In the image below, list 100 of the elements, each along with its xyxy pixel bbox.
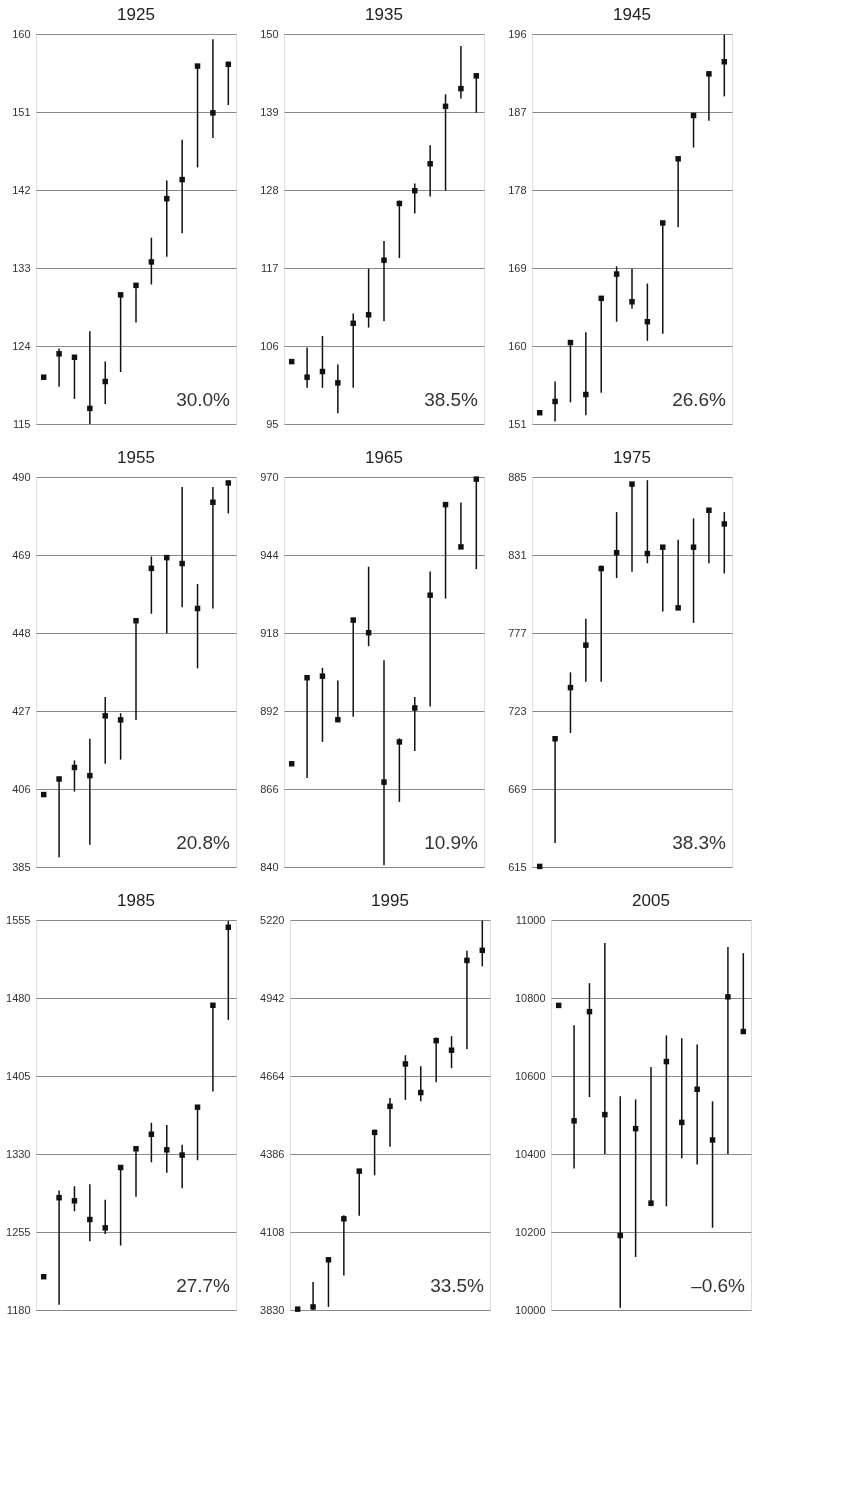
annotation: 33.5% [430, 1275, 485, 1296]
annotation: 38.3% [672, 832, 727, 853]
y-tick-label: 106 [260, 339, 279, 352]
y-tick-label: 160 [12, 27, 31, 40]
point [598, 295, 604, 302]
y-tick-label: 187 [508, 105, 527, 118]
point [288, 761, 295, 767]
y-tick-label: 4386 [260, 1147, 285, 1160]
y-tick-label: 448 [12, 626, 31, 639]
chart-title: 1925 [117, 5, 155, 24]
y-tick-label: 128 [260, 183, 279, 196]
chart-title: 1995 [371, 891, 409, 910]
point [179, 176, 185, 183]
y-tick-label: 5220 [260, 913, 285, 926]
y-tick-label: 10400 [514, 1147, 546, 1160]
point [179, 1152, 185, 1158]
point [319, 673, 326, 679]
point [448, 1047, 455, 1053]
y-tick-label: 4664 [260, 1069, 285, 1082]
y-tick-label: 1330 [6, 1147, 31, 1160]
point [164, 1147, 170, 1153]
y-tick-label: 918 [260, 626, 279, 639]
chart-title: 1965 [365, 448, 403, 467]
point [87, 405, 93, 412]
point [102, 378, 108, 385]
annotation: 26.6% [672, 389, 727, 410]
point [427, 161, 433, 167]
point [660, 544, 666, 550]
y-tick-label: 892 [260, 704, 279, 717]
annotation: 30.0% [176, 389, 231, 410]
point [210, 110, 216, 116]
point [87, 1216, 93, 1223]
y-tick-label: 1555 [6, 913, 31, 926]
annotation: 20.8% [176, 832, 231, 853]
point [709, 1137, 716, 1143]
chart-title: 1945 [613, 5, 651, 24]
y-tick-label: 866 [260, 782, 279, 795]
y-tick-label: 95 [266, 417, 279, 430]
point [381, 779, 387, 785]
point [706, 71, 712, 77]
point [552, 735, 558, 742]
point [629, 299, 635, 305]
y-tick-label: 160 [508, 339, 527, 352]
point [679, 1119, 685, 1126]
y-tick-label: 490 [12, 470, 31, 483]
point [179, 560, 185, 567]
y-tick-label: 469 [12, 548, 31, 561]
y-tick-label: 385 [12, 860, 31, 873]
point [102, 1225, 108, 1231]
y-tick-label: 169 [508, 261, 527, 274]
point [694, 1086, 700, 1092]
point [396, 739, 403, 745]
y-tick-label: 150 [260, 27, 279, 40]
point [225, 480, 232, 486]
point [210, 1002, 216, 1009]
point [133, 1146, 139, 1152]
y-tick-label: 615 [508, 860, 527, 873]
point [675, 605, 681, 611]
point [721, 521, 728, 527]
point [335, 716, 341, 723]
y-tick-label: 4108 [260, 1225, 285, 1238]
point [341, 1216, 347, 1222]
point [725, 994, 731, 1000]
point [194, 63, 201, 69]
point [464, 957, 470, 964]
point [56, 1194, 62, 1201]
point [210, 499, 216, 505]
point [473, 73, 480, 79]
point [552, 398, 558, 405]
y-tick-label: 1405 [6, 1069, 31, 1082]
point [87, 772, 93, 779]
point [148, 259, 155, 265]
point [133, 282, 139, 289]
y-tick-label: 831 [508, 548, 527, 561]
point [381, 257, 387, 263]
y-tick-label: 10200 [514, 1225, 546, 1238]
point [412, 187, 418, 194]
point [40, 374, 47, 380]
y-tick-label: 3830 [260, 1303, 285, 1316]
point [617, 1232, 623, 1239]
annotation: 10.9% [424, 832, 479, 853]
point [613, 271, 620, 277]
annotation: –0.6% [691, 1275, 746, 1296]
point [133, 618, 139, 624]
y-tick-label: 10600 [514, 1069, 546, 1082]
y-tick-label: 944 [260, 548, 279, 561]
y-tick-label: 970 [260, 470, 279, 483]
y-tick-label: 885 [508, 470, 527, 483]
point [458, 85, 464, 92]
chart-title: 2005 [632, 891, 670, 910]
point [356, 1168, 362, 1174]
chart-title: 1985 [117, 891, 155, 910]
point [598, 565, 604, 572]
y-tick-label: 139 [260, 105, 279, 118]
point [660, 220, 666, 226]
y-tick-label: 4942 [260, 991, 285, 1004]
point [350, 320, 356, 327]
point [602, 1111, 608, 1118]
point [71, 1198, 78, 1204]
point [117, 717, 124, 723]
